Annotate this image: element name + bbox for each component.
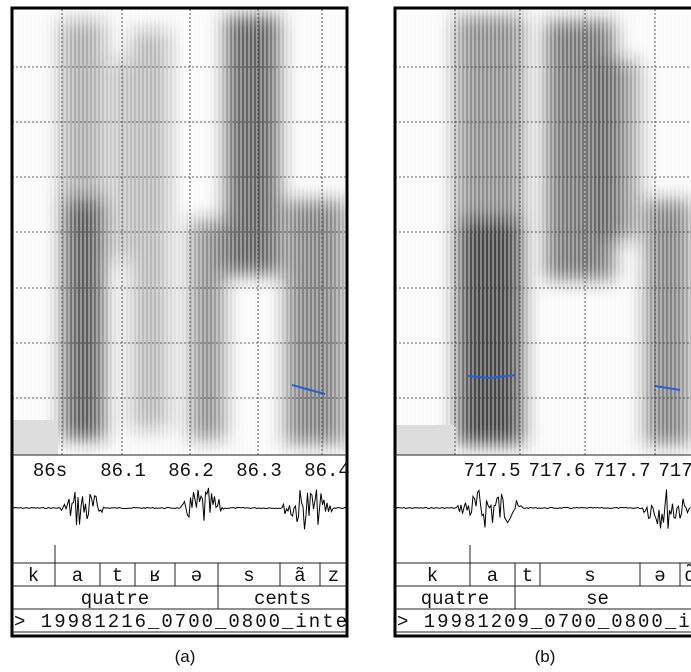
- caption: (a): [175, 647, 196, 666]
- spectrogram: [396, 9, 691, 455]
- phone-label: ã: [294, 565, 305, 587]
- grid: [12, 9, 691, 455]
- phone-label: ʁ: [149, 565, 160, 587]
- time-label: 717.7: [593, 460, 650, 482]
- word-label: cents: [254, 588, 311, 610]
- time-label: 717.8: [658, 460, 691, 482]
- phone-label: ɑ̃: [684, 564, 691, 587]
- time-label: 86.4: [304, 460, 350, 482]
- phone-label: ə: [191, 565, 202, 587]
- time-label: 86.1: [100, 460, 146, 482]
- phone-label: k: [28, 565, 39, 587]
- panel-border: [10, 6, 349, 638]
- phone-label: t: [522, 565, 533, 587]
- phone-label: s: [584, 565, 595, 587]
- waveform: [11, 487, 347, 530]
- phone-label: a: [72, 565, 83, 587]
- phone-label: t: [112, 565, 123, 587]
- time-label: 86s: [33, 460, 67, 482]
- waveform: [394, 489, 691, 529]
- time-label: 86.2: [168, 460, 214, 482]
- phone-label: s: [243, 565, 254, 587]
- file-name: > 19981216_0700_0800_inte: [14, 611, 347, 633]
- time-label: 717.6: [528, 460, 585, 482]
- phone-label: ə: [654, 565, 665, 587]
- file-name: > 19981209_0700_0800_ir: [397, 611, 691, 633]
- phone-label: a: [487, 565, 498, 587]
- phone-label: k: [427, 565, 438, 587]
- word-label: se: [586, 588, 609, 610]
- time-label: 717.5: [463, 460, 520, 482]
- panel-border: [393, 6, 691, 638]
- caption: (b): [535, 647, 556, 666]
- time-label: 86.3: [236, 460, 282, 482]
- word-label: quatre: [81, 588, 149, 610]
- word-label: quatre: [421, 588, 489, 610]
- phone-label: z: [328, 565, 339, 587]
